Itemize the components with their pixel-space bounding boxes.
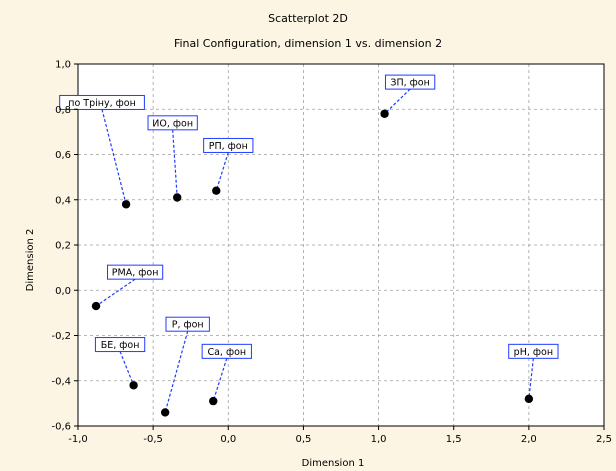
point-label-text: Р, фон [172, 320, 204, 331]
point-label: Р, фон [165, 316, 210, 332]
data-points [91, 109, 534, 417]
y-tick-label: -0,6 [51, 422, 71, 433]
point-label-text: по Тріну, фон [68, 98, 136, 109]
point-label-text: рН, фон [514, 347, 553, 358]
point-label: РМА, фон [107, 264, 164, 280]
leader-line [528, 358, 534, 399]
grid [78, 64, 604, 426]
x-tick-label: 0,5 [295, 434, 311, 445]
data-point [91, 301, 101, 311]
x-tick-label: -0,5 [143, 434, 163, 445]
leader-line [164, 331, 189, 413]
point-label-box [147, 115, 198, 131]
point-label-text: ИО, фон [152, 118, 193, 129]
point-label: БЕ, фон [94, 337, 146, 353]
x-tick-label: 1,5 [446, 434, 462, 445]
point-label-text: БЕ, фон [101, 340, 140, 351]
y-tick-label: 1,0 [55, 60, 71, 71]
point-label-box [201, 343, 252, 359]
data-point [209, 396, 218, 406]
leader-lines [95, 88, 534, 413]
data-point [524, 394, 534, 404]
data-point [172, 193, 182, 202]
point-label: по Тріну, фон [59, 94, 145, 110]
y-axis-ticks: 1,0 0,8 0,6 0,4 0,2 0,0 -0,2 -0,4 -0,6 [51, 60, 78, 433]
data-point [160, 408, 170, 417]
point-label-box [508, 343, 559, 359]
leader-line [172, 129, 178, 198]
leader-line [215, 152, 229, 191]
point-label-box [384, 74, 436, 90]
x-tick-label: 2,5 [596, 434, 612, 445]
y-tick-label: 0,0 [55, 286, 71, 297]
x-tick-label: 1,0 [371, 434, 387, 445]
leader-line [384, 88, 411, 115]
y-tick-label: -0,4 [51, 376, 71, 387]
x-axis-ticks: -1,0 -0,5 0,0 0,5 1,0 1,5 2,0 2,5 [68, 426, 612, 445]
point-label: ИО, фон [147, 115, 198, 131]
point-label: рН, фон [508, 343, 559, 359]
leader-line [101, 109, 127, 205]
point-label-text: РМА, фон [112, 268, 159, 279]
y-tick-label: 0,6 [55, 150, 71, 161]
point-label-box [165, 316, 210, 332]
x-axis-label: Dimension 1 [302, 458, 365, 469]
point-label-box [107, 264, 164, 280]
point-label-box [94, 337, 146, 353]
data-point [121, 200, 131, 209]
data-point [380, 109, 389, 118]
chart-subtitle: Final Configuration, dimension 1 vs. dim… [174, 37, 442, 50]
point-labels: по Тріну, фон ИО, фон РП, фон ЗП, фон РМА, ф… [59, 74, 559, 359]
point-label: Са, фон [201, 343, 252, 359]
point-label-text: РП, фон [209, 141, 248, 152]
x-tick-label: 2,0 [521, 434, 537, 445]
y-tick-label: -0,2 [51, 331, 71, 342]
y-tick-label: 0,2 [55, 241, 71, 252]
x-tick-label: -1,0 [68, 434, 88, 445]
point-label: РП, фон [203, 137, 254, 153]
plot-area: по Тріну, фон ИО, фон РП, фон ЗП, фон РМА, ф… [59, 63, 605, 427]
data-point [129, 381, 138, 390]
y-tick-label: 0,4 [55, 195, 71, 206]
y-axis-label: Dimension 2 [25, 229, 36, 292]
chart-title: Scatterplot 2D [268, 12, 348, 25]
point-label-box [59, 94, 145, 110]
point-label-text: ЗП, фон [390, 78, 429, 89]
data-point [212, 186, 221, 195]
leader-line [212, 358, 228, 402]
point-label-box [203, 137, 254, 153]
point-label: ЗП, фон [384, 74, 436, 90]
leader-line [95, 278, 136, 307]
y-tick-label: 0,8 [55, 105, 71, 116]
point-label-text: Са, фон [207, 347, 246, 358]
x-tick-label: 0,0 [220, 434, 236, 445]
leader-line [119, 351, 135, 386]
